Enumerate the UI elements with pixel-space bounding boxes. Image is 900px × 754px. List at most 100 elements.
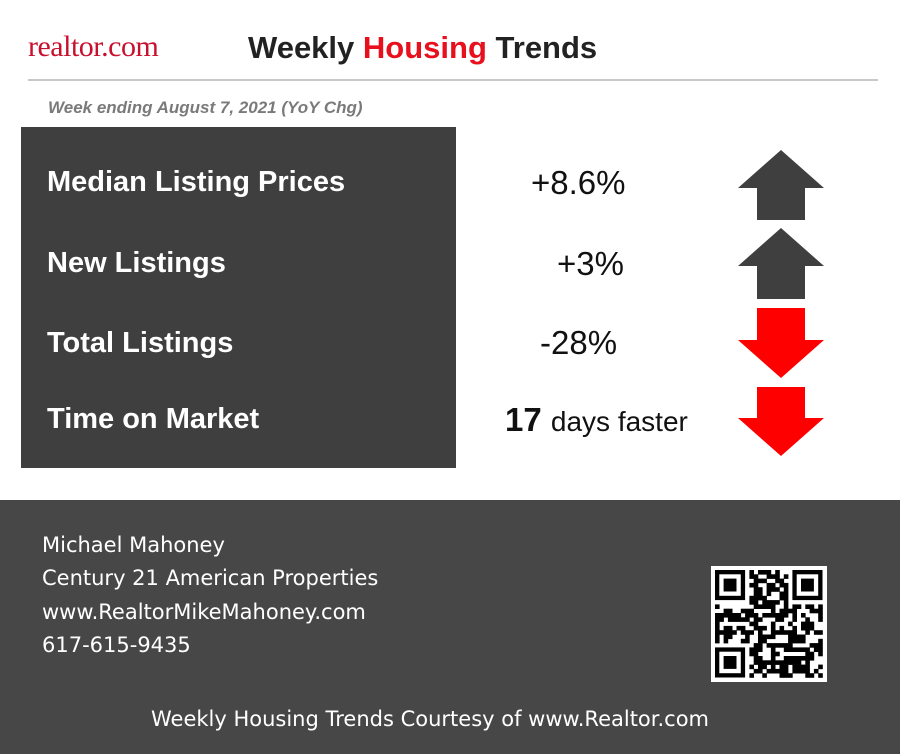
qr-module (732, 630, 737, 635)
qr-module (796, 638, 802, 644)
qr-module (770, 604, 776, 609)
qr-module (723, 630, 729, 635)
qr-module (753, 595, 759, 601)
qr-module (727, 608, 733, 614)
qr-module (770, 600, 776, 605)
qr-module (801, 668, 806, 674)
qr-module (719, 630, 724, 635)
qr-module (758, 647, 763, 652)
qr-module (779, 617, 785, 622)
metric-unit: days faster (550, 406, 688, 437)
qr-module (788, 630, 793, 635)
qr-module (818, 651, 823, 657)
qr-module (770, 608, 776, 614)
qr-module (783, 630, 789, 635)
metric-number: 17 (505, 401, 542, 438)
qr-module (749, 574, 754, 579)
qr-module (801, 613, 806, 618)
contact-website: www.RealtorMikeMahoney.com (42, 600, 366, 624)
qr-module (753, 647, 759, 652)
qr-module (783, 582, 789, 588)
qr-module (762, 578, 767, 584)
qr-module (736, 617, 742, 622)
qr-module (753, 578, 759, 584)
qr-module (715, 630, 720, 635)
metric-label: Time on Market (47, 403, 260, 435)
qr-module (792, 660, 797, 665)
qr-module (753, 587, 759, 592)
qr-module (745, 613, 750, 618)
qr-module (758, 630, 763, 635)
qr-module (796, 664, 802, 670)
qr-module (779, 673, 785, 678)
qr-module (788, 647, 793, 652)
qr-module (758, 570, 763, 575)
divider (28, 79, 878, 81)
qr-module (805, 617, 810, 622)
up-arrow (738, 228, 824, 299)
qr-module (740, 630, 746, 635)
qr-module (762, 570, 767, 575)
qr-module (783, 587, 789, 592)
qr-module (805, 660, 810, 665)
qr-module (775, 570, 780, 575)
qr-module (788, 643, 793, 648)
qr-module (818, 613, 823, 618)
qr-module (796, 656, 802, 661)
qr-module (740, 625, 746, 631)
title-highlight: Housing (362, 30, 487, 65)
down-arrow (738, 308, 824, 378)
qr-module (779, 625, 785, 631)
qr-module (770, 647, 776, 652)
qr-module (727, 617, 733, 622)
qr-module (758, 668, 763, 674)
qr-module (715, 621, 720, 627)
qr-module (783, 660, 789, 665)
qr-module (779, 591, 785, 597)
qr-module (749, 630, 754, 635)
qr-module (783, 643, 789, 648)
qr-module (775, 574, 780, 579)
qr-module (727, 613, 733, 618)
qr-module (753, 656, 759, 661)
qr-module (801, 664, 806, 670)
qr-module (813, 647, 819, 652)
qr-module (740, 617, 746, 622)
qr-module (801, 647, 806, 652)
qr-module (762, 660, 767, 665)
qr-module (745, 630, 750, 635)
qr-module (809, 651, 815, 657)
qr-module (745, 638, 750, 644)
qr-module (809, 625, 815, 631)
qr-module (775, 578, 780, 584)
qr-module (758, 664, 763, 670)
qr-module (788, 621, 793, 627)
qr-module (818, 617, 823, 622)
qr-module (758, 578, 763, 584)
qr-module (762, 625, 767, 631)
qr-module (801, 656, 806, 661)
contact-name: Michael Mahoney (42, 533, 225, 557)
qr-module (792, 638, 797, 644)
qr-module (758, 591, 763, 597)
qr-module (770, 664, 776, 670)
qr-module (770, 582, 776, 588)
qr-module (762, 600, 767, 605)
qr-module (796, 668, 802, 674)
qr-module (749, 647, 754, 652)
qr-module (813, 630, 819, 635)
qr-module (715, 638, 720, 644)
qr-module (779, 668, 785, 674)
qr-module (779, 582, 785, 588)
qr-module (805, 651, 810, 657)
qr-module (770, 621, 776, 627)
qr-module (775, 660, 780, 665)
qr-module (801, 621, 806, 627)
qr-module (788, 608, 793, 614)
qr-module (813, 643, 819, 648)
qr-module (723, 625, 729, 631)
contact-company: Century 21 American Properties (42, 566, 379, 590)
qr-module (775, 600, 780, 605)
metric-value: 17 days faster (505, 401, 688, 439)
